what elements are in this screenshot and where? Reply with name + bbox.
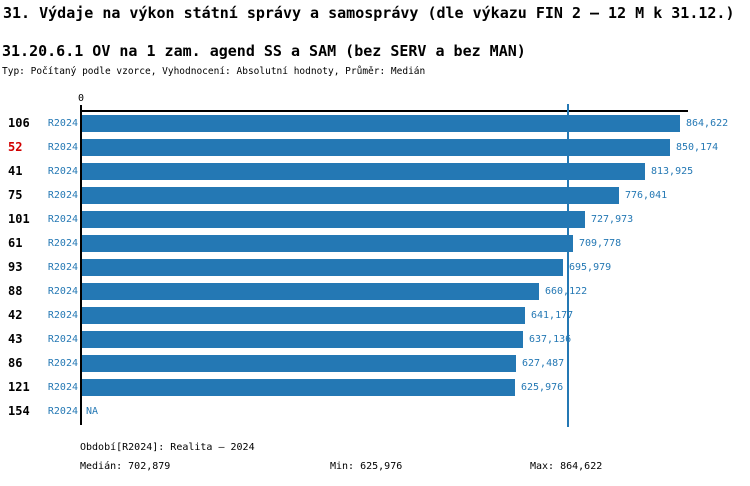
row-period-label: R2024 xyxy=(47,142,78,153)
meta-line: Typ: Počítaný podle vzorce, Vyhodnocení:… xyxy=(2,66,426,77)
axis-top-line xyxy=(80,110,688,112)
bar xyxy=(82,163,645,180)
row-period-label: R2024 xyxy=(47,358,78,369)
bar-value-label: 637,136 xyxy=(529,334,572,345)
row-period-label: R2024 xyxy=(47,382,78,393)
bar-value-label: 695,979 xyxy=(569,262,612,273)
bar xyxy=(82,139,670,156)
row-period-label: R2024 xyxy=(47,118,78,129)
bar-value-label: 641,177 xyxy=(531,310,574,321)
row-org-label: 43 xyxy=(8,332,23,346)
bar-value-label: 813,925 xyxy=(651,166,694,177)
bar-value-label: 709,778 xyxy=(579,238,622,249)
bar xyxy=(82,235,573,252)
row-period-label: R2024 xyxy=(47,286,78,297)
row-org-label: 75 xyxy=(8,188,23,202)
bar xyxy=(82,187,619,204)
bar-value-label: 627,487 xyxy=(522,358,565,369)
footer-period: Období[R2024]: Realita – 2024 xyxy=(80,442,255,453)
row-org-label: 61 xyxy=(8,236,23,250)
bar xyxy=(82,379,515,396)
bar xyxy=(82,307,525,324)
row-period-label: R2024 xyxy=(47,166,78,177)
bar-value-label: 850,174 xyxy=(676,142,719,153)
row-period-label: R2024 xyxy=(47,238,78,249)
row-org-label: 41 xyxy=(8,164,23,178)
row-org-label: 93 xyxy=(8,260,23,274)
footer-max: Max: 864,622 xyxy=(530,461,603,472)
row-org-label: 154 xyxy=(8,404,30,418)
bar-value-label: 776,041 xyxy=(625,190,668,201)
row-period-label: R2024 xyxy=(47,262,78,273)
bar xyxy=(82,211,585,228)
bar-value-label: 727,973 xyxy=(591,214,634,225)
report-title: 31. Výdaje na výkon státní správy a samo… xyxy=(3,4,735,22)
row-org-label: 52 xyxy=(8,140,23,154)
footer-median: Medián: 702,879 xyxy=(80,461,171,472)
bar xyxy=(82,259,563,276)
row-period-label: R2024 xyxy=(47,334,78,345)
row-org-label: 121 xyxy=(8,380,30,394)
bar xyxy=(82,115,680,132)
bar-value-label: NA xyxy=(86,406,99,417)
axis-zero-label: 0 xyxy=(77,93,85,104)
bar-value-label: 625,976 xyxy=(521,382,564,393)
row-org-label: 88 xyxy=(8,284,23,298)
row-period-label: R2024 xyxy=(47,406,78,417)
bar-value-label: 864,622 xyxy=(686,118,729,129)
median-line xyxy=(567,104,569,427)
footer-min: Min: 625,976 xyxy=(330,461,403,472)
indicator-subtitle: 31.20.6.1 OV na 1 zam. agend SS a SAM (b… xyxy=(2,42,526,60)
row-org-label: 101 xyxy=(8,212,30,226)
row-period-label: R2024 xyxy=(47,190,78,201)
row-period-label: R2024 xyxy=(47,214,78,225)
row-period-label: R2024 xyxy=(47,310,78,321)
bar xyxy=(82,355,516,372)
row-org-label: 106 xyxy=(8,116,30,130)
row-org-label: 86 xyxy=(8,356,23,370)
axis-vertical-line xyxy=(80,105,82,425)
bar-value-label: 660,122 xyxy=(545,286,588,297)
bar xyxy=(82,331,523,348)
row-org-label: 42 xyxy=(8,308,23,322)
bar xyxy=(82,283,539,300)
